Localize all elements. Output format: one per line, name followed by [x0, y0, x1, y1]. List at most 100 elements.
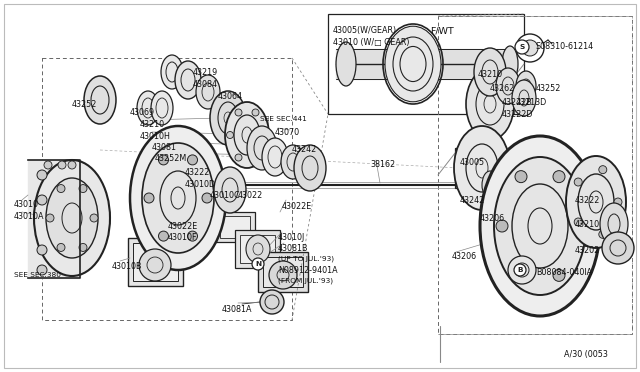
Ellipse shape: [393, 37, 433, 91]
Text: 43222D: 43222D: [502, 110, 534, 119]
Text: 43010J: 43010J: [278, 233, 305, 242]
Text: 43210: 43210: [140, 120, 165, 129]
Text: 43219: 43219: [193, 68, 218, 77]
Bar: [128, 238, 183, 286]
Ellipse shape: [46, 178, 98, 258]
Text: 43010C: 43010C: [210, 191, 241, 200]
Bar: [235, 230, 280, 268]
Circle shape: [37, 245, 47, 255]
Text: 43222B: 43222B: [502, 98, 533, 107]
Circle shape: [188, 231, 198, 241]
Text: 43206: 43206: [480, 214, 505, 223]
Ellipse shape: [522, 171, 538, 199]
Text: B08084-040lA: B08084-040lA: [536, 268, 592, 277]
Text: SEE SEC.441: SEE SEC.441: [260, 116, 307, 122]
Circle shape: [57, 243, 65, 251]
Text: 43252: 43252: [72, 100, 97, 109]
Ellipse shape: [34, 160, 110, 276]
Circle shape: [37, 170, 47, 180]
Text: 43242: 43242: [460, 196, 485, 205]
Circle shape: [260, 290, 284, 314]
Text: 43069: 43069: [130, 108, 155, 117]
Circle shape: [37, 195, 47, 205]
Ellipse shape: [454, 126, 510, 210]
Text: 43010H: 43010H: [140, 132, 171, 141]
Bar: [42, 58, 292, 320]
Circle shape: [202, 193, 212, 203]
Ellipse shape: [130, 126, 226, 270]
Ellipse shape: [474, 48, 506, 96]
Text: 43252: 43252: [536, 84, 561, 93]
Ellipse shape: [385, 26, 441, 102]
Text: (UP TO JUL.'93): (UP TO JUL.'93): [278, 255, 334, 262]
Ellipse shape: [466, 68, 514, 140]
Circle shape: [188, 155, 198, 165]
Text: 43222: 43222: [575, 196, 600, 205]
Circle shape: [227, 131, 234, 138]
Text: 43010A: 43010A: [14, 212, 45, 221]
Text: 43206: 43206: [452, 252, 477, 261]
Circle shape: [515, 171, 527, 183]
Text: 38162: 38162: [370, 160, 395, 169]
Bar: [438, 16, 632, 334]
Text: S08310-61214: S08310-61214: [536, 42, 594, 51]
Ellipse shape: [84, 76, 116, 124]
Ellipse shape: [512, 80, 536, 116]
Circle shape: [572, 220, 584, 232]
Circle shape: [90, 214, 98, 222]
Text: 43022E: 43022E: [282, 202, 312, 211]
Circle shape: [599, 230, 607, 238]
Circle shape: [553, 269, 565, 281]
Ellipse shape: [482, 171, 498, 199]
Ellipse shape: [137, 91, 159, 125]
Bar: [258, 252, 308, 292]
Text: 43010B: 43010B: [112, 262, 143, 271]
Bar: [328, 14, 524, 114]
Ellipse shape: [516, 71, 536, 101]
Circle shape: [252, 258, 264, 270]
Ellipse shape: [139, 249, 171, 281]
Text: 43005(W/GEAR): 43005(W/GEAR): [333, 26, 397, 35]
Text: 43202: 43202: [575, 246, 600, 255]
Bar: [240, 235, 275, 263]
Bar: [215, 212, 255, 242]
Bar: [458, 152, 478, 184]
Ellipse shape: [494, 157, 586, 295]
Circle shape: [159, 155, 168, 165]
Text: 43064: 43064: [218, 92, 243, 101]
Text: N08912-9401A: N08912-9401A: [278, 266, 338, 275]
Ellipse shape: [502, 171, 518, 199]
Bar: [133, 243, 178, 281]
Circle shape: [599, 166, 607, 174]
Ellipse shape: [502, 46, 518, 82]
Text: 43022: 43022: [238, 191, 263, 200]
Text: 43210: 43210: [575, 220, 600, 229]
Polygon shape: [336, 49, 516, 79]
Ellipse shape: [600, 203, 628, 245]
Text: 43213D: 43213D: [516, 98, 547, 107]
Circle shape: [574, 178, 582, 186]
Circle shape: [79, 185, 87, 193]
Text: 43010 (W/□ GEAR): 43010 (W/□ GEAR): [333, 38, 410, 47]
Circle shape: [515, 269, 527, 281]
Bar: [263, 257, 303, 287]
Ellipse shape: [566, 156, 626, 248]
Text: 43084: 43084: [193, 80, 218, 89]
Text: 43070: 43070: [275, 128, 300, 137]
Circle shape: [553, 171, 565, 183]
Text: 43010D: 43010D: [185, 180, 216, 189]
Circle shape: [516, 34, 544, 62]
Ellipse shape: [480, 136, 600, 316]
Text: 43010: 43010: [14, 200, 39, 209]
Circle shape: [68, 161, 76, 169]
Circle shape: [37, 265, 47, 275]
Ellipse shape: [161, 55, 183, 89]
Circle shape: [57, 185, 65, 193]
Ellipse shape: [151, 91, 173, 125]
Text: 43252M: 43252M: [155, 154, 188, 163]
Text: (FROM JUL.'93): (FROM JUL.'93): [278, 277, 333, 283]
Circle shape: [252, 109, 259, 116]
Circle shape: [235, 154, 242, 161]
Circle shape: [514, 264, 526, 276]
Text: 43242: 43242: [292, 145, 317, 154]
